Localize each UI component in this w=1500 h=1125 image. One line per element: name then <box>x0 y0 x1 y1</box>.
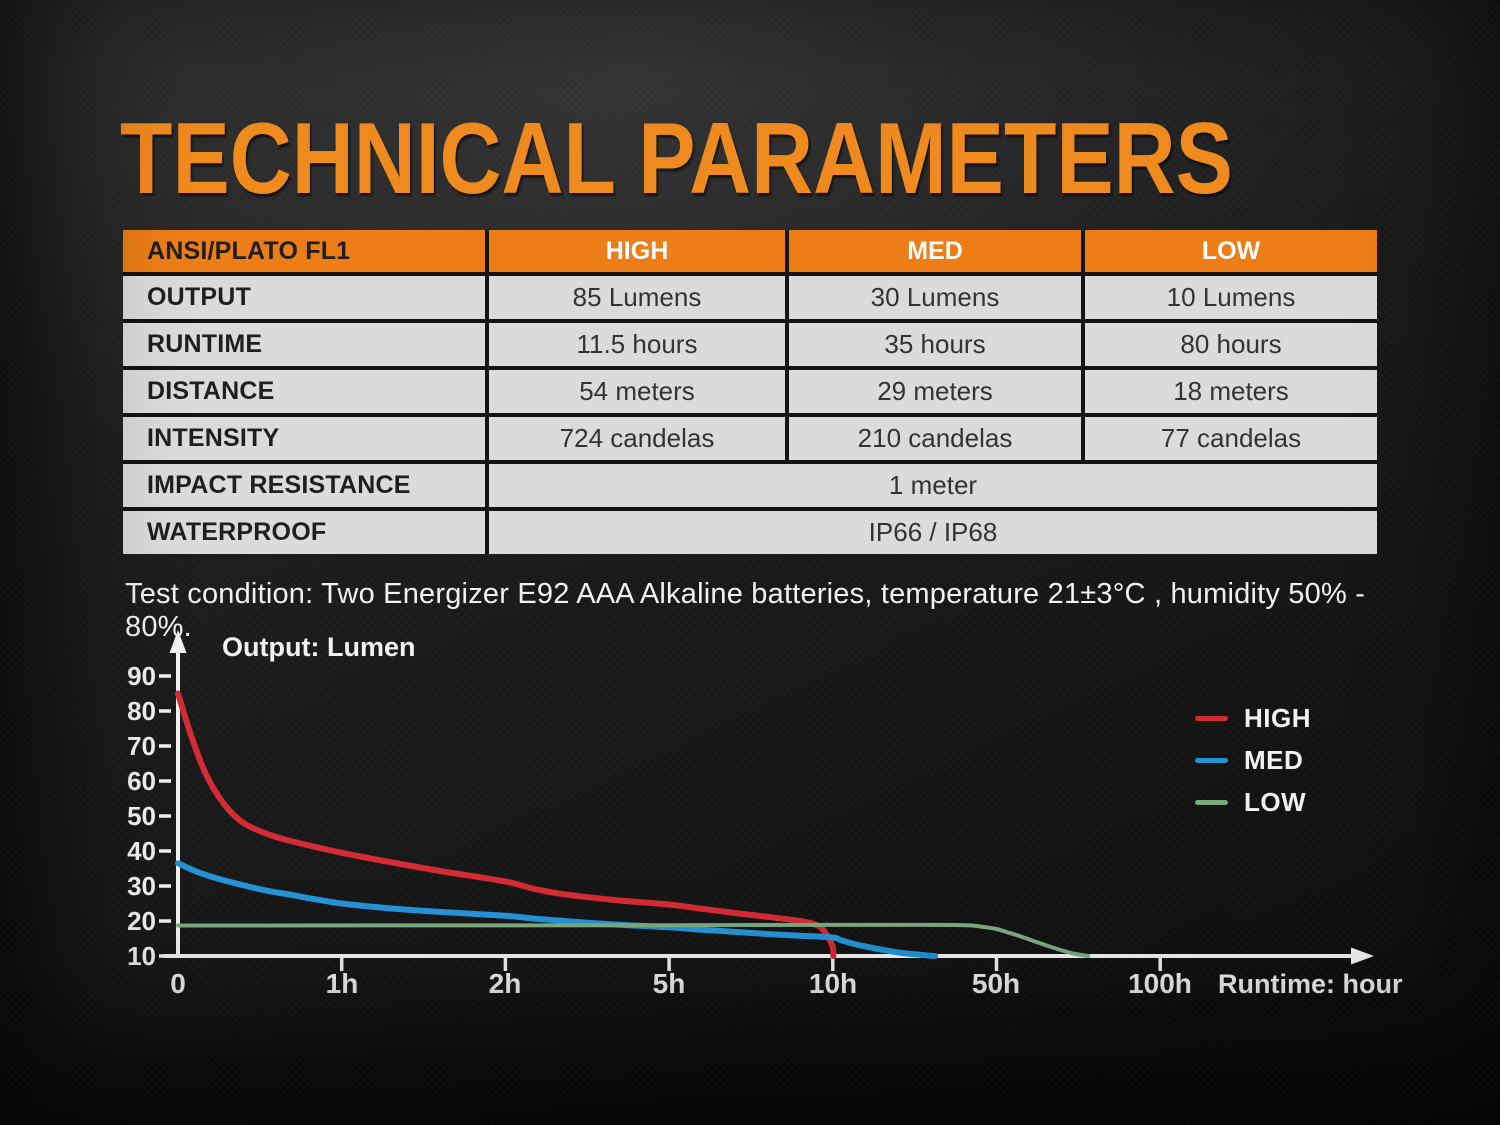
curve-low <box>176 922 1091 958</box>
table-cell: 54 meters <box>489 370 785 413</box>
y-tick-label: 10 <box>127 941 156 971</box>
x-tick-label: 2h <box>488 968 522 999</box>
y-tick-label: 70 <box>127 731 156 761</box>
row-label-distance: DISTANCE <box>123 370 485 413</box>
table-cell: 80 hours <box>1085 323 1377 366</box>
high-line-swatch-icon <box>1195 715 1228 721</box>
row-label-intensity: INTENSITY <box>123 417 485 460</box>
x-axis-arrow-icon <box>1351 947 1374 965</box>
table-header-med: MED <box>789 230 1081 272</box>
table-cell: 11.5 hours <box>489 323 785 366</box>
y-tick-label: 90 <box>127 661 156 691</box>
row-label-impact-resistance: IMPACT RESISTANCE <box>123 464 485 507</box>
curve-med <box>175 860 939 959</box>
table-cell: 29 meters <box>789 370 1081 413</box>
table-header-high: HIGH <box>489 230 785 272</box>
x-tick-label: 5h <box>652 968 686 999</box>
y-tick-label: 40 <box>127 836 156 866</box>
x-axis-title: Runtime: hour <box>1218 969 1403 999</box>
row-label-runtime: RUNTIME <box>123 323 485 366</box>
spec-table: ANSI/PLATO FL1 HIGH MED LOW OUTPUT 85 Lu… <box>123 230 1377 554</box>
legend-label: LOW <box>1244 786 1307 817</box>
table-cell: 30 Lumens <box>789 276 1081 319</box>
table-cell: 724 candelas <box>489 417 785 460</box>
x-tick-label: 100h <box>1128 968 1192 999</box>
x-tick-label: 10h <box>808 968 858 999</box>
table-cell: IP66 / IP68 <box>489 511 1377 554</box>
y-tick-label: 50 <box>127 801 156 831</box>
table-cell: 18 meters <box>1085 370 1377 413</box>
x-tick-label: 1h <box>325 968 359 999</box>
y-tick-label: 30 <box>127 871 156 901</box>
y-axis-arrow-icon <box>169 630 187 653</box>
low-line-swatch-icon <box>1195 799 1228 805</box>
page-title: TECHNICAL PARAMETERS <box>120 103 1233 215</box>
table-cell: 1 meter <box>489 464 1377 507</box>
table-cell: 10 Lumens <box>1085 276 1377 319</box>
table-header-low: LOW <box>1085 230 1377 272</box>
table-header-fl1: ANSI/PLATO FL1 <box>123 230 485 272</box>
legend-label: MED <box>1244 744 1304 775</box>
legend-item-low: LOW <box>1195 787 1311 817</box>
row-label-waterproof: WATERPROOF <box>123 511 485 554</box>
y-tick-label: 80 <box>127 696 156 726</box>
legend-item-med: MED <box>1195 745 1311 775</box>
chart-legend: HIGH MED LOW <box>1195 703 1311 829</box>
y-tick-label: 60 <box>127 766 156 796</box>
y-tick-label: 20 <box>127 906 156 936</box>
x-tick-label: 50h <box>971 968 1021 999</box>
x-tick-label: 0 <box>170 968 186 999</box>
table-cell: 85 Lumens <box>489 276 785 319</box>
test-condition-note: Test condition: Two Energizer E92 AAA Al… <box>125 578 1366 643</box>
table-cell: 35 hours <box>789 323 1081 366</box>
table-cell: 77 candelas <box>1085 417 1377 460</box>
chart-title: Output: Lumen <box>222 632 416 662</box>
legend-item-high: HIGH <box>1195 703 1311 733</box>
table-cell: 210 candelas <box>789 417 1081 460</box>
med-line-swatch-icon <box>1195 757 1228 763</box>
legend-label: HIGH <box>1244 702 1311 733</box>
row-label-output: OUTPUT <box>123 276 485 319</box>
